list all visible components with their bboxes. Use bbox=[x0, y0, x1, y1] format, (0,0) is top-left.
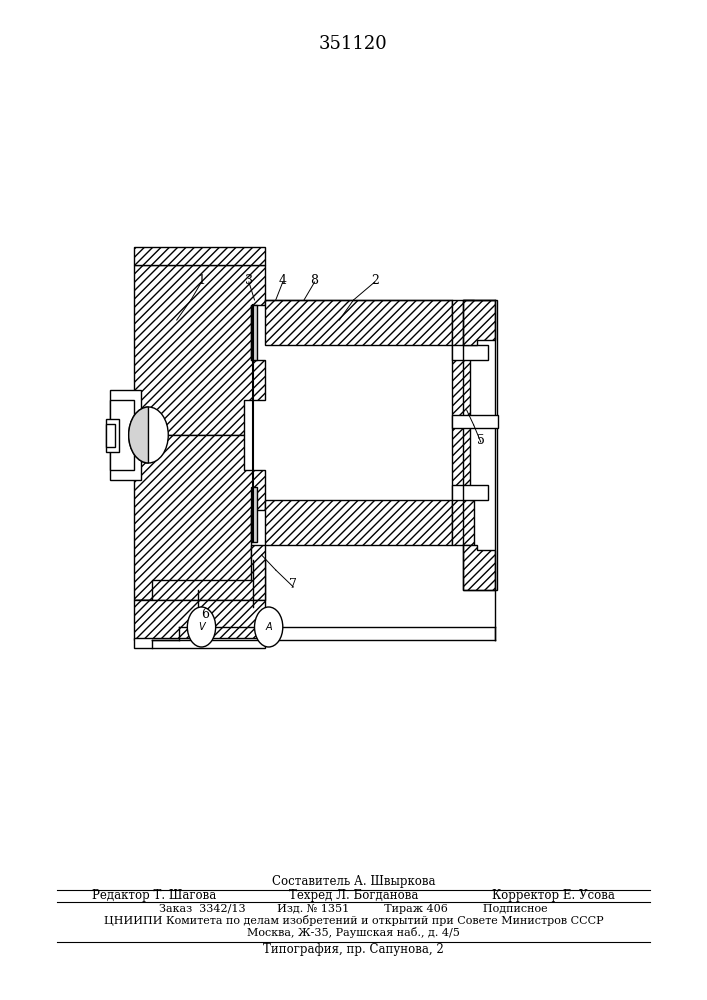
Bar bbox=[265, 500, 452, 545]
Bar bbox=[110, 390, 141, 480]
Text: 8: 8 bbox=[310, 273, 319, 286]
Text: ЦНИИПИ Комитета по делам изобретений и открытий при Совете Министров СССР: ЦНИИПИ Комитета по делам изобретений и о… bbox=[104, 916, 603, 926]
Bar bbox=[452, 345, 488, 360]
Text: 351120: 351120 bbox=[319, 35, 388, 53]
Circle shape bbox=[129, 407, 168, 463]
Polygon shape bbox=[134, 265, 265, 435]
Text: 6: 6 bbox=[201, 608, 209, 621]
Bar bbox=[110, 400, 134, 470]
Text: A: A bbox=[265, 622, 272, 632]
Bar bbox=[452, 415, 498, 428]
Text: Редактор Т. Шагова: Редактор Т. Шагова bbox=[92, 888, 216, 902]
Bar bbox=[463, 300, 497, 590]
Text: 3: 3 bbox=[245, 273, 253, 286]
Polygon shape bbox=[134, 435, 265, 600]
Bar bbox=[265, 300, 452, 345]
Text: 7: 7 bbox=[289, 578, 298, 591]
Bar bbox=[106, 419, 119, 452]
Bar bbox=[134, 638, 265, 648]
Polygon shape bbox=[452, 300, 474, 545]
Text: Москва, Ж-35, Раушская наб., д. 4/5: Москва, Ж-35, Раушская наб., д. 4/5 bbox=[247, 928, 460, 938]
Polygon shape bbox=[463, 300, 495, 345]
Polygon shape bbox=[134, 545, 265, 600]
Text: 4: 4 bbox=[279, 273, 287, 286]
Text: 2: 2 bbox=[370, 273, 379, 286]
Bar bbox=[134, 600, 265, 640]
Circle shape bbox=[187, 607, 216, 647]
Text: 5: 5 bbox=[477, 434, 485, 446]
Circle shape bbox=[255, 607, 283, 647]
Text: V: V bbox=[198, 622, 205, 632]
Bar bbox=[251, 305, 257, 360]
Wedge shape bbox=[129, 407, 148, 463]
Text: Составитель А. Швыркова: Составитель А. Швыркова bbox=[271, 876, 436, 888]
Text: Корректор Е. Усова: Корректор Е. Усова bbox=[492, 888, 615, 902]
Bar bbox=[134, 247, 265, 265]
Polygon shape bbox=[463, 545, 495, 590]
Text: Техред Л. Богданова: Техред Л. Богданова bbox=[289, 888, 418, 902]
Text: 1: 1 bbox=[197, 273, 206, 286]
Text: Типография, пр. Сапунова, 2: Типография, пр. Сапунова, 2 bbox=[263, 942, 444, 956]
Text: Заказ  3342/13         Изд. № 1351          Тираж 406          Подписное: Заказ 3342/13 Изд. № 1351 Тираж 406 Подп… bbox=[159, 904, 548, 914]
Bar bbox=[251, 487, 257, 542]
Bar bbox=[106, 424, 115, 447]
Bar bbox=[452, 485, 488, 500]
